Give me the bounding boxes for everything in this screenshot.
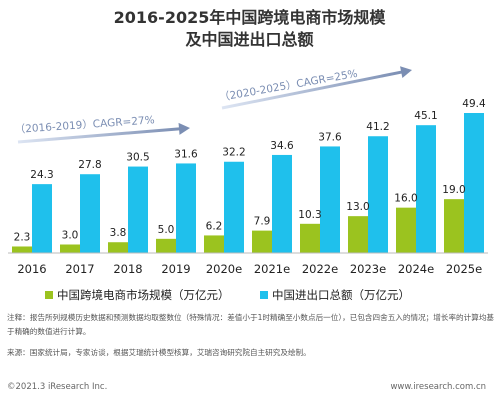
chart-title-line2: 及中国进出口总额 [185, 30, 314, 49]
value-label-ecommerce-2019: 5.0 [158, 224, 175, 236]
value-label-ecommerce-2020e: 6.2 [206, 220, 223, 232]
cagr-arrow-2016-2019-head [178, 122, 190, 135]
bar-trade-2019 [176, 163, 196, 253]
value-label-trade-2024e: 45.1 [414, 110, 437, 122]
bar-trade-2022e [320, 146, 340, 253]
bar-trade-2017 [80, 174, 100, 253]
value-label-ecommerce-2024e: 16.0 [394, 193, 417, 205]
legend-item-trade: 中国进出口总额（万亿元） [260, 287, 410, 303]
bar-ecommerce-2020e [204, 235, 224, 253]
value-label-ecommerce-2022e: 10.3 [298, 209, 321, 221]
bar-trade-2023e [368, 136, 388, 253]
bar-ecommerce-2021e [252, 230, 272, 253]
legend-label-ecommerce: 中国跨境电商市场规模（万亿元） [57, 288, 230, 302]
x-tick-2022e: 2022e [302, 262, 338, 276]
value-label-ecommerce-2016: 2.3 [14, 231, 31, 243]
value-label-trade-2020e: 32.2 [222, 147, 245, 159]
value-label-trade-2019: 31.6 [174, 148, 198, 160]
bar-ecommerce-2024e [396, 207, 416, 253]
bar-trade-2021e [272, 154, 292, 253]
legend-swatch-green [45, 291, 53, 299]
x-tick-2023e: 2023e [350, 262, 386, 276]
value-label-trade-2023e: 41.2 [366, 121, 389, 133]
chart-source: 来源：国家统计局，专家访谈，根据艾瑞统计模型核算，艾瑞咨询研究院自主研究及绘制。 [7, 348, 311, 357]
bar-ecommerce-2016 [12, 246, 32, 253]
value-label-trade-2025e: 49.4 [462, 98, 486, 110]
value-label-ecommerce-2017: 3.0 [62, 229, 79, 241]
bar-ecommerce-2022e [300, 223, 320, 253]
cagr-arrow-2020-2025-head [400, 66, 412, 79]
bar-trade-2020e [224, 161, 244, 253]
value-label-trade-2022e: 37.6 [318, 131, 342, 143]
bar-trade-2016 [32, 184, 52, 253]
x-tick-2016: 2016 [17, 262, 46, 276]
bar-chart: （2016-2019）CAGR=27%（2020-2025）CAGR=25% 2… [8, 66, 488, 276]
x-tick-2017: 2017 [65, 262, 94, 276]
bar-ecommerce-2019 [156, 238, 176, 253]
cagr-arrow-2016-2019-shaft [17, 127, 183, 144]
value-label-trade-2018: 30.5 [126, 152, 149, 164]
website-url: www.iresearch.com.cn [390, 382, 486, 392]
x-tick-2024e: 2024e [398, 262, 434, 276]
bar-ecommerce-2018 [108, 242, 128, 253]
x-tick-2018: 2018 [113, 262, 142, 276]
value-label-trade-2016: 24.3 [30, 169, 53, 181]
x-tick-2019: 2019 [161, 262, 190, 276]
value-label-ecommerce-2023e: 13.0 [346, 201, 369, 213]
bar-ecommerce-2023e [348, 216, 368, 253]
x-tick-2020e: 2020e [206, 262, 242, 276]
value-label-ecommerce-2018: 3.8 [110, 227, 127, 239]
value-label-trade-2017: 27.8 [78, 159, 101, 171]
chart-note: 注释：报告所列规模历史数据和预测数据均取整数位（特殊情况：差值小于1时精确至小数… [7, 313, 495, 336]
bar-ecommerce-2025e [444, 199, 464, 253]
value-label-trade-2021e: 34.6 [270, 140, 294, 152]
bar-ecommerce-2017 [60, 244, 80, 253]
bar-trade-2025e [464, 113, 484, 253]
bar-trade-2024e [416, 125, 436, 253]
chart-title-line1: 2016-2025年中国跨境电商市场规模 [113, 8, 386, 27]
value-label-ecommerce-2025e: 19.0 [442, 184, 465, 196]
legend-label-trade: 中国进出口总额（万亿元） [272, 288, 410, 302]
value-label-ecommerce-2021e: 7.9 [254, 216, 271, 228]
cagr-arrow-2020-2025-shaft [221, 70, 405, 110]
x-tick-2021e: 2021e [254, 262, 290, 276]
legend-swatch-blue [260, 291, 268, 299]
bar-trade-2018 [128, 166, 148, 253]
copyright: ©2021.3 iResearch Inc. [7, 382, 108, 392]
legend-item-ecommerce: 中国跨境电商市场规模（万亿元） [45, 287, 230, 303]
x-tick-2025e: 2025e [446, 262, 482, 276]
